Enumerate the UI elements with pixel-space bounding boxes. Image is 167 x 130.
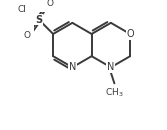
Text: O: O bbox=[24, 31, 31, 40]
Text: S: S bbox=[35, 15, 42, 25]
Text: CH$_3$: CH$_3$ bbox=[105, 87, 124, 99]
Text: N: N bbox=[107, 62, 115, 72]
Text: O: O bbox=[47, 0, 54, 8]
Text: O: O bbox=[126, 29, 134, 39]
Text: N: N bbox=[69, 62, 76, 72]
Text: Cl: Cl bbox=[17, 5, 26, 14]
